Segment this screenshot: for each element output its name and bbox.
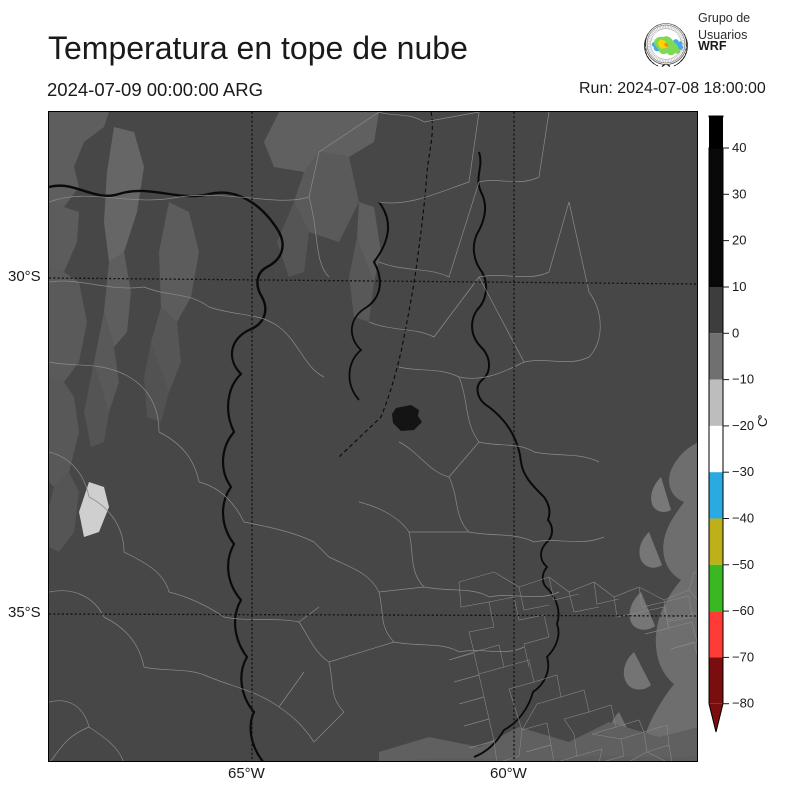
- svg-text:−10: −10: [732, 372, 754, 387]
- svg-text:−70: −70: [732, 649, 754, 664]
- svg-text:0: 0: [732, 325, 739, 340]
- svg-text:30: 30: [732, 186, 746, 201]
- svg-text:C: C: [755, 418, 770, 427]
- svg-text:−20: −20: [732, 418, 754, 433]
- svg-text:−30: −30: [732, 464, 754, 479]
- svg-text:20: 20: [732, 233, 746, 248]
- svg-text:−40: −40: [732, 511, 754, 526]
- svg-text:−50: −50: [732, 557, 754, 572]
- svg-text:−60: −60: [732, 603, 754, 618]
- svg-text:10: 10: [732, 279, 746, 294]
- svg-text:40: 40: [732, 140, 746, 155]
- svg-text:−80: −80: [732, 696, 754, 711]
